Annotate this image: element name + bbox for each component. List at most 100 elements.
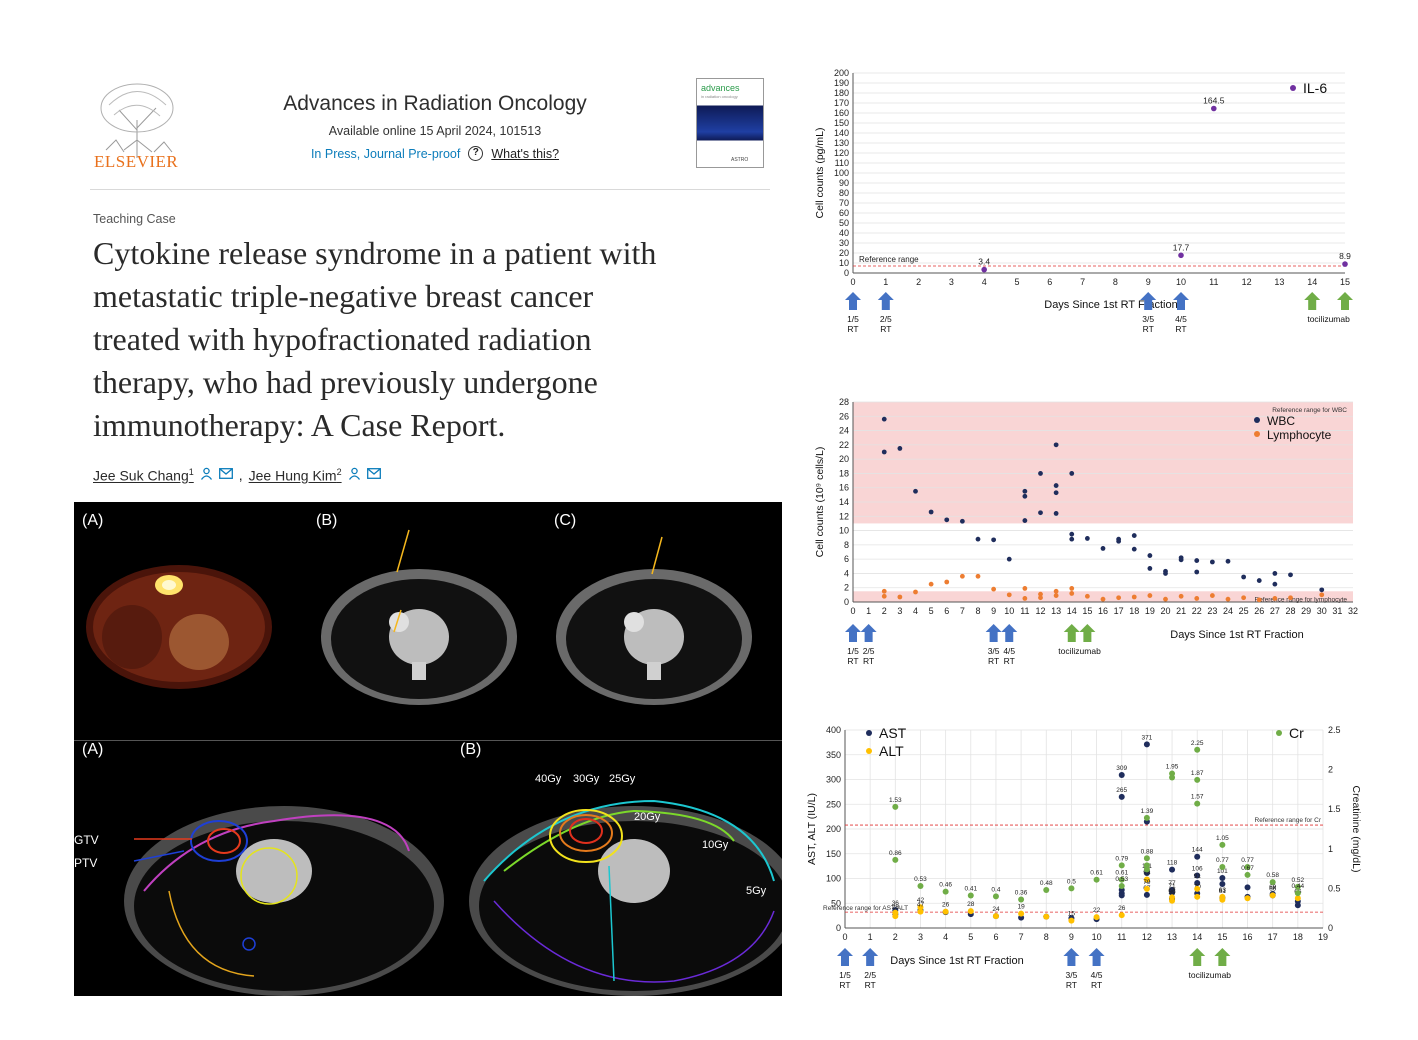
data-point bbox=[1100, 546, 1106, 551]
journal-name[interactable]: Advances in Radiation Oncology bbox=[283, 92, 587, 115]
y-tick-label: 250 bbox=[826, 799, 841, 809]
x-axis-label: Days Since 1st RT Fraction bbox=[890, 955, 1023, 967]
y-tick-label: 100 bbox=[834, 168, 849, 178]
data-point bbox=[1194, 596, 1200, 601]
data-label: 28 bbox=[967, 901, 975, 908]
x-tick-label: 2 bbox=[882, 606, 887, 616]
data-label: 28 bbox=[892, 904, 900, 911]
data-point bbox=[1294, 902, 1301, 909]
data-point bbox=[1194, 853, 1201, 860]
data-label: 62 bbox=[1168, 887, 1176, 894]
whats-this-link[interactable]: What's this? bbox=[491, 146, 560, 161]
data-label: 0.61 bbox=[1090, 870, 1103, 877]
data-point bbox=[1093, 914, 1100, 921]
data-point bbox=[1194, 872, 1201, 879]
y-tick-label: 400 bbox=[826, 725, 841, 735]
rt-arrow-icon bbox=[877, 292, 894, 310]
press-status: In Press, Journal Pre-proof ? What's thi… bbox=[240, 146, 630, 161]
data-point bbox=[917, 904, 924, 911]
y2-tick-label: 1 bbox=[1328, 844, 1333, 854]
author-affiliation: 2 bbox=[336, 467, 342, 477]
data-label: 101 bbox=[1217, 868, 1228, 875]
legend-marker bbox=[866, 748, 872, 754]
data-point bbox=[967, 892, 974, 899]
y-tick-label: 0 bbox=[836, 923, 841, 933]
press-status-link[interactable]: In Press, Journal Pre-proof bbox=[310, 146, 461, 161]
y-tick-label: 120 bbox=[834, 148, 849, 158]
data-label: 26 bbox=[1118, 905, 1126, 912]
y-tick-label: 170 bbox=[834, 98, 849, 108]
il6-chart: 0102030405060708090100110120130140150160… bbox=[814, 68, 1353, 334]
reference-band bbox=[853, 591, 1353, 602]
data-label: 0.48 bbox=[1040, 880, 1053, 887]
data-point bbox=[1209, 593, 1215, 598]
rt-fraction-label: 2/5 bbox=[863, 646, 875, 656]
data-point bbox=[1219, 841, 1226, 848]
x-tick-label: 4 bbox=[943, 932, 948, 942]
x-tick-label: 4 bbox=[982, 277, 987, 287]
y-tick-label: 12 bbox=[839, 511, 849, 521]
data-point bbox=[1194, 800, 1201, 807]
data-point bbox=[1038, 591, 1043, 597]
y2-tick-label: 0.5 bbox=[1328, 883, 1341, 893]
data-point bbox=[1143, 885, 1150, 892]
rt-fraction-label: RT bbox=[865, 980, 876, 990]
data-point bbox=[1288, 572, 1293, 578]
email-icon[interactable] bbox=[366, 468, 381, 482]
title-line: treated with hypofractionated radiation bbox=[93, 321, 592, 357]
data-point bbox=[1131, 594, 1137, 600]
author-link[interactable]: Jee Suk Chang1 bbox=[93, 467, 194, 484]
author-link[interactable]: Jee Hung Kim2 bbox=[249, 467, 342, 484]
y-tick-label: 14 bbox=[839, 497, 849, 507]
person-icon[interactable] bbox=[200, 467, 213, 483]
data-point bbox=[1038, 510, 1043, 516]
y-tick-label: 2 bbox=[844, 583, 849, 593]
data-label: 0.53 bbox=[1115, 876, 1128, 883]
journal-cover-thumbnail[interactable]: advances in radiation oncology ASTRO bbox=[696, 78, 764, 168]
data-point bbox=[1241, 595, 1247, 601]
data-point bbox=[1068, 885, 1075, 892]
data-label: 309 bbox=[1116, 765, 1127, 772]
data-point bbox=[1143, 855, 1150, 862]
legend-marker bbox=[1254, 431, 1260, 437]
email-icon[interactable] bbox=[218, 468, 233, 482]
data-point bbox=[1118, 883, 1125, 890]
legend-label: WBC bbox=[1267, 414, 1295, 428]
legend-label: Lymphocyte bbox=[1267, 428, 1332, 442]
data-point bbox=[1319, 587, 1325, 593]
x-tick-label: 29 bbox=[1301, 606, 1311, 616]
x-tick-label: 7 bbox=[1080, 277, 1085, 287]
y-tick-label: 150 bbox=[834, 118, 849, 128]
person-icon[interactable] bbox=[348, 467, 361, 483]
data-point bbox=[975, 573, 981, 579]
rt-plan-panel: (A) (B) GTV PTV 40G bbox=[74, 740, 782, 996]
dose-label: 20Gy bbox=[634, 811, 661, 823]
help-icon[interactable]: ? bbox=[468, 146, 484, 161]
data-point bbox=[1194, 893, 1201, 900]
data-point bbox=[1294, 883, 1301, 890]
y-tick-label: 10 bbox=[839, 526, 849, 536]
y-tick-label: 0 bbox=[844, 597, 849, 607]
data-label: 0.67 bbox=[1241, 865, 1254, 872]
rt-arrow-icon bbox=[1001, 624, 1018, 642]
data-point bbox=[1143, 866, 1150, 873]
data-point bbox=[1053, 593, 1059, 598]
data-label: 1.39 bbox=[1141, 808, 1154, 815]
data-point bbox=[1043, 886, 1050, 893]
reference-label: Reference range for AST/ALT bbox=[823, 905, 908, 912]
y-tick-label: 190 bbox=[834, 78, 849, 88]
data-point bbox=[959, 518, 965, 524]
panel-label-a: (A) bbox=[82, 741, 104, 758]
ct-scans bbox=[86, 529, 752, 705]
x-tick-label: 12 bbox=[1035, 606, 1045, 616]
data-point bbox=[991, 586, 997, 592]
data-label: 2.25 bbox=[1191, 740, 1204, 747]
y-tick-label: 50 bbox=[839, 218, 849, 228]
x-tick-label: 13 bbox=[1051, 606, 1061, 616]
data-label: 0.46 bbox=[939, 882, 952, 889]
article-type: Teaching Case bbox=[93, 212, 176, 226]
data-point bbox=[1194, 885, 1201, 892]
x-tick-label: 18 bbox=[1293, 932, 1303, 942]
rt-arrow-icon bbox=[1173, 292, 1189, 310]
